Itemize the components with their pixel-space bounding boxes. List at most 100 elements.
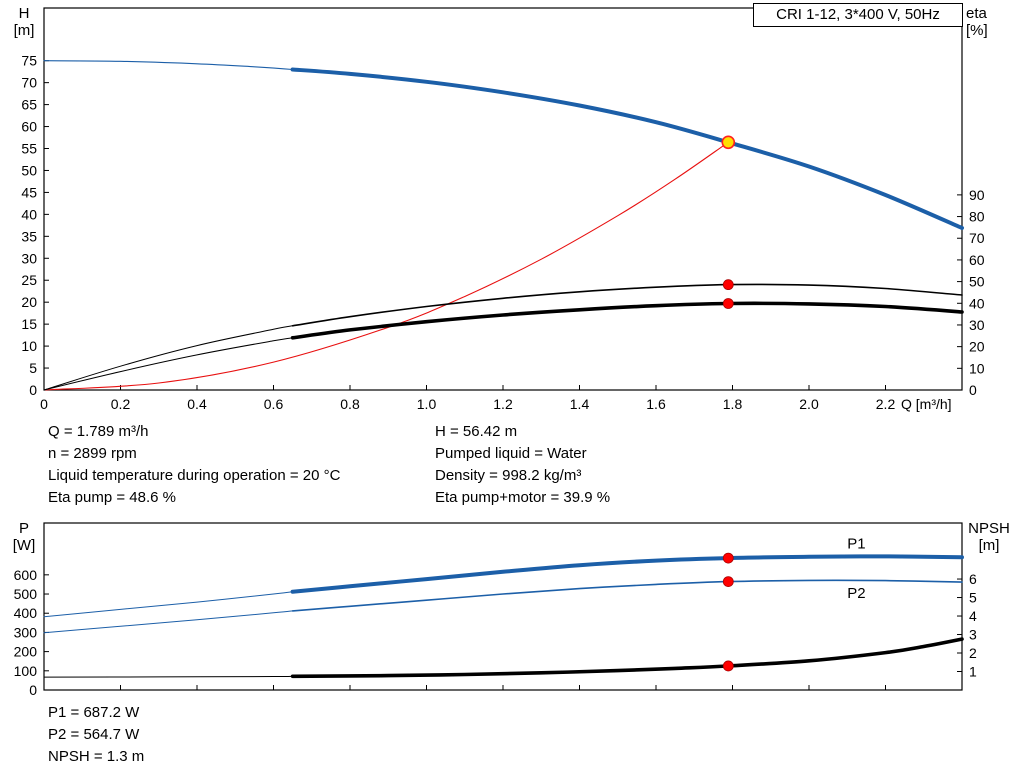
info-eta-pump: Eta pump = 48.6 % [48, 489, 176, 506]
head-right-axis-unit: [%] [966, 22, 988, 39]
info-flow: Q = 1.789 m³/h [48, 423, 149, 440]
head-left-axis-title: H [m] [4, 5, 44, 39]
power-right-axis-symbol: NPSH [968, 520, 1010, 537]
head-left-tick-label: 70 [21, 75, 37, 91]
head-right-axis-symbol: eta [966, 5, 987, 22]
head-left-tick-label: 75 [21, 53, 37, 69]
head-x-tick-label: 1.8 [723, 396, 743, 412]
head-left-tick-label: 45 [21, 184, 37, 200]
duty-point[interactable] [721, 135, 736, 150]
power-left-tick-label: 300 [14, 624, 38, 640]
head-x-tick-label: 0 [40, 396, 48, 412]
head-left-tick-label: 50 [21, 162, 37, 178]
head-right-tick-label: 20 [969, 339, 985, 355]
pump-title-box: CRI 1-12, 3*400 V, 50Hz [753, 3, 963, 27]
power-left-tick-label: 0 [29, 682, 37, 698]
eta-pump-motor-curve [290, 301, 964, 340]
head-left-tick-label: 5 [29, 360, 37, 376]
info-p1: P1 = 687.2 W [48, 704, 140, 721]
duty-info-left-column: Q = 1.789 m³/h n = 2899 rpm Liquid tempe… [48, 421, 340, 509]
head-right-tick-label: 30 [969, 317, 985, 333]
power-right-tick-label: 2 [969, 645, 977, 661]
head-right-axis-title: eta [%] [966, 5, 1022, 39]
head-right-tick-label: 70 [969, 230, 985, 246]
eta-pump-point [722, 279, 734, 291]
head-x-axis-label: Q [m³/h] [901, 396, 952, 412]
head-x-tick-label: 1.0 [417, 396, 437, 412]
head-left-tick-label: 20 [21, 294, 37, 310]
power-plot-frame [43, 522, 963, 691]
power-left-axis-title: P [W] [4, 520, 44, 554]
head-left-tick-label: 35 [21, 228, 37, 244]
head-right-tick-label: 50 [969, 274, 985, 290]
head-left-tick-label: 40 [21, 206, 37, 222]
p1-series-label: P1 [847, 536, 865, 553]
info-npsh: NPSH = 1.3 m [48, 748, 145, 765]
power-right-tick-label: 6 [969, 571, 977, 587]
power-left-tick-label: 400 [14, 605, 38, 621]
p2-series-label: P2 [847, 585, 865, 602]
power-left-axis-symbol: P [18, 520, 29, 537]
head-left-tick-label: 25 [21, 272, 37, 288]
head-right-tick-label: 40 [969, 295, 985, 311]
eta-pump-lead [43, 325, 294, 391]
npsh-curve-lead [43, 675, 294, 678]
p1-curve-lead [43, 591, 294, 618]
power-left-tick-label: 100 [14, 663, 38, 679]
head-left-axis-symbol: H [18, 5, 30, 22]
power-right-tick-label: 4 [969, 608, 977, 624]
eta-pump-motor-lead [43, 337, 294, 391]
head-right-tick-label: 60 [969, 252, 985, 268]
head-right-tick-label: 0 [969, 382, 977, 398]
head-x-tick-label: 1.2 [493, 396, 513, 412]
head-plot-frame [43, 7, 963, 391]
p1-point [722, 552, 734, 564]
head-x-tick-label: 0.2 [111, 396, 131, 412]
head-left-tick-label: 10 [21, 338, 37, 354]
info-density: Density = 998.2 kg/m³ [435, 467, 582, 484]
info-speed: n = 2899 rpm [48, 445, 137, 462]
head-x-tick-label: 0.4 [187, 396, 207, 412]
head-left-tick-label: 30 [21, 250, 37, 266]
power-left-axis-unit: [W] [12, 537, 36, 554]
head-right-tick-label: 10 [969, 360, 985, 376]
head-chart: 0 0.2 0.4 0.6 0.8 1.0 1.2 1.4 1.6 1.8 2.0 2.2 Q [m³/… [21, 7, 985, 412]
info-pumped-liquid: Pumped liquid = Water [435, 445, 587, 462]
head-x-tick-label: 0.6 [264, 396, 284, 412]
power-chart: 0 100 200 300 400 500 600 1 2 3 4 5 6 P1 P2 [14, 522, 977, 698]
info-eta-pump-motor: Eta pump+motor = 39.9 % [435, 489, 611, 506]
head-left-tick-label: 15 [21, 316, 37, 332]
head-x-tick-label: 2.0 [799, 396, 819, 412]
head-x-tick-label: 0.8 [340, 396, 360, 412]
head-left-tick-label: 60 [21, 119, 37, 135]
head-right-tick-label: 90 [969, 187, 985, 203]
head-left-tick-label: 0 [29, 382, 37, 398]
eta-pump-curve [291, 283, 963, 327]
p1-curve [290, 554, 964, 594]
power-right-tick-label: 1 [969, 664, 977, 680]
power-info-block: P1 = 687.2 W P2 = 564.7 W NPSH = 1.3 m [48, 702, 144, 768]
pump-curve-lead [43, 60, 294, 71]
info-liquid-temperature: Liquid temperature during operation = 20… [48, 467, 341, 484]
power-right-tick-label: 5 [969, 590, 977, 606]
power-right-axis-title: NPSH [m] [958, 520, 1020, 554]
power-right-axis-unit: [m] [978, 537, 1000, 554]
power-left-tick-label: 500 [14, 586, 38, 602]
head-left-axis-unit: [m] [13, 22, 35, 39]
pump-curve [290, 67, 964, 230]
power-left-tick-label: 600 [14, 567, 38, 583]
head-left-tick-label: 55 [21, 141, 37, 157]
duty-info-right-column: H = 56.42 m Pumped liquid = Water Densit… [435, 421, 610, 509]
p2-curve [291, 579, 963, 612]
p2-curve-lead [43, 610, 294, 634]
head-x-tick-label: 1.4 [570, 396, 590, 412]
head-x-tick-label: 1.6 [646, 396, 666, 412]
info-p2: P2 = 564.7 W [48, 726, 140, 743]
head-left-tick-label: 65 [21, 97, 37, 113]
head-x-tick-label: 2.2 [876, 396, 896, 412]
npsh-point [722, 660, 734, 672]
system-curve [43, 141, 729, 391]
npsh-curve [290, 637, 964, 679]
